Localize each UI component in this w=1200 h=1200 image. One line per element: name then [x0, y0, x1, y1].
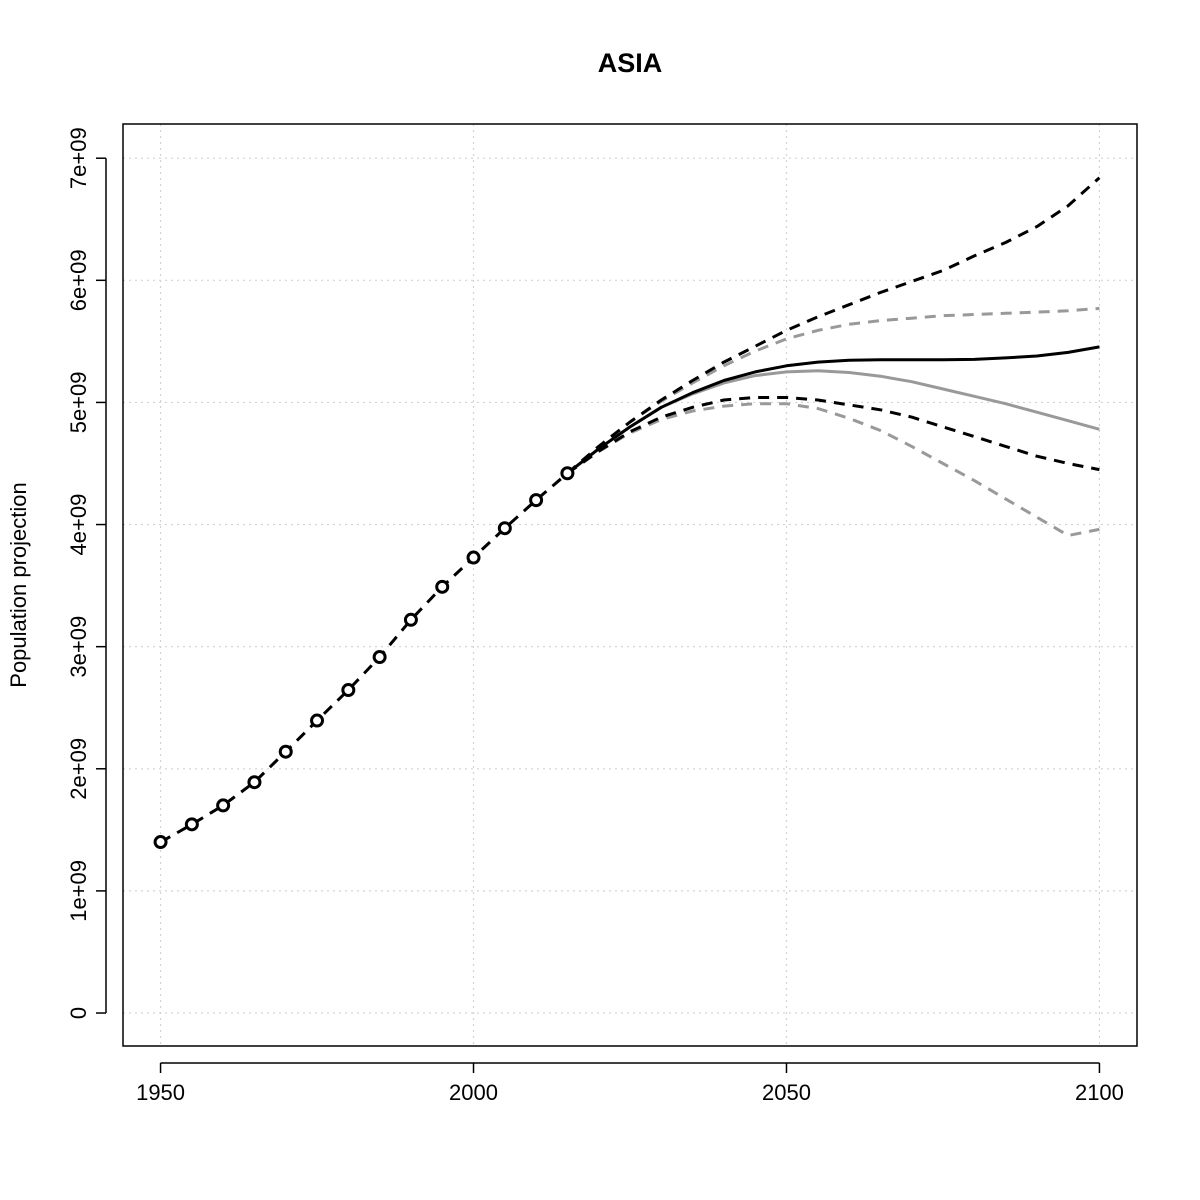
series-line-upper-95: [566, 306, 1100, 475]
grid: [123, 124, 1137, 1046]
data-point: [216, 798, 231, 813]
data-point: [247, 775, 262, 790]
y-tick-label: 0: [66, 1007, 91, 1019]
x-tick-label: 2100: [1075, 1080, 1124, 1105]
data-point: [560, 466, 575, 481]
data-point: [184, 817, 199, 832]
data-point: [153, 835, 168, 850]
y-tick-label: 6e+09: [66, 249, 91, 311]
y-axis-label: Population projection: [6, 482, 31, 687]
data-point: [497, 521, 512, 536]
series-line-upper-80: [566, 176, 1101, 475]
y-tick-label: 5e+09: [66, 372, 91, 434]
marker-layer: [153, 466, 575, 850]
x-tick-label: 2000: [449, 1080, 498, 1105]
series-line-lower-80: [566, 396, 1100, 475]
series-line-median: [566, 345, 1100, 475]
data-point: [435, 579, 450, 594]
data-point: [372, 650, 387, 665]
series-line-lower-95: [566, 402, 1100, 537]
plot-frame: [122, 123, 1138, 1047]
y-tick-label: 4e+09: [66, 494, 91, 556]
data-point: [403, 612, 418, 627]
x-axis: 1950 2000 2050 2100: [136, 1062, 1124, 1105]
y-tick-label: 3e+09: [66, 616, 91, 678]
chart-title: ASIA: [598, 48, 663, 78]
data-point: [341, 683, 356, 698]
series-line-median-2: [566, 369, 1100, 475]
y-tick-label: 7e+09: [66, 127, 91, 189]
y-tick-label: 1e+09: [66, 860, 91, 922]
data-point: [278, 744, 293, 759]
y-tick-label: 2e+09: [66, 738, 91, 800]
data-point: [466, 550, 481, 565]
x-tick-label: 1950: [136, 1080, 185, 1105]
data-point: [529, 493, 544, 508]
y-axis: 0 1e+09 2e+09 3e+09 4e+09 5e+09 6e+09 7e+09: [66, 127, 107, 1019]
series-layer: [159, 176, 1101, 844]
x-tick-label: 2050: [762, 1080, 811, 1105]
data-point: [310, 713, 325, 728]
